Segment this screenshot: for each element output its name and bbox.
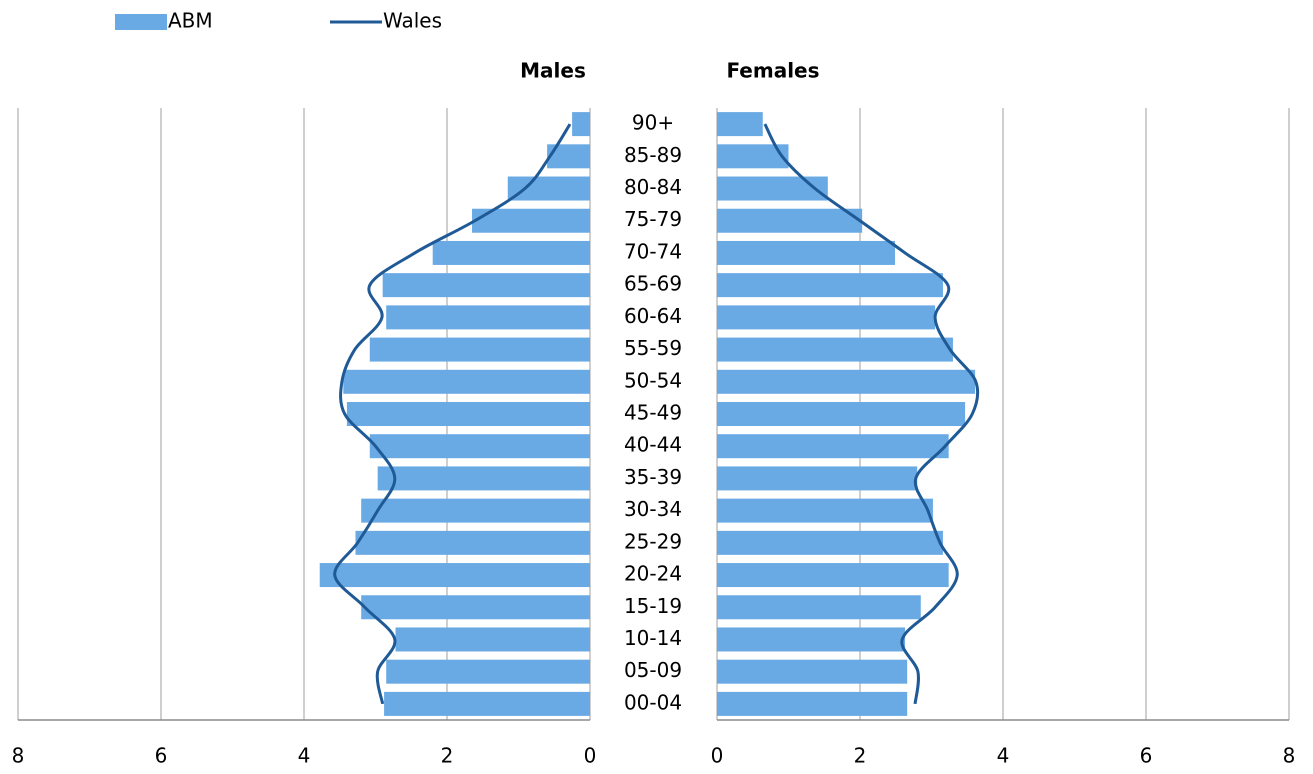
bar xyxy=(346,402,590,426)
x-tick-label: 8 xyxy=(12,744,25,768)
category-label: 50-54 xyxy=(624,368,682,392)
category-label: 20-24 xyxy=(624,562,682,586)
x-tick-label: 2 xyxy=(441,744,454,768)
legend-label: Wales xyxy=(383,9,442,33)
bar xyxy=(717,112,763,137)
panel-title: Males xyxy=(520,59,586,83)
line xyxy=(333,123,572,705)
category-label: 30-34 xyxy=(624,497,682,521)
category-label: 85-89 xyxy=(624,143,682,167)
bar xyxy=(717,305,936,330)
x-tick-label: 4 xyxy=(997,744,1010,768)
bar xyxy=(717,563,949,588)
x-tick-label: 4 xyxy=(298,744,311,768)
bar xyxy=(717,466,918,491)
bar xyxy=(717,208,863,233)
bar xyxy=(717,273,943,298)
legend-label: ABM xyxy=(168,9,213,33)
bar xyxy=(361,498,590,523)
legend-swatch xyxy=(115,14,167,30)
bar xyxy=(547,144,590,169)
bar xyxy=(717,240,896,265)
bar xyxy=(717,337,953,362)
bar xyxy=(382,273,590,298)
category-label: 35-39 xyxy=(624,465,682,489)
category-label: 55-59 xyxy=(624,336,682,360)
x-tick-label: 6 xyxy=(1140,744,1153,768)
bar xyxy=(369,337,590,362)
category-label: 45-49 xyxy=(624,401,682,425)
category-label: 05-09 xyxy=(624,658,682,682)
bar xyxy=(361,595,590,620)
bar xyxy=(355,530,590,555)
bar xyxy=(717,498,933,523)
x-tick-label: 0 xyxy=(584,744,597,768)
category-label: 40-44 xyxy=(624,433,682,457)
x-tick-label: 8 xyxy=(1283,744,1296,768)
category-label: 15-19 xyxy=(624,594,682,618)
bar xyxy=(472,208,590,233)
category-label: 70-74 xyxy=(624,239,682,263)
bar xyxy=(507,176,590,201)
bar xyxy=(386,305,590,330)
bar xyxy=(717,530,943,555)
bar xyxy=(386,659,590,684)
bar xyxy=(717,659,908,684)
x-tick-label: 0 xyxy=(711,744,724,768)
x-tick-label: 2 xyxy=(854,744,867,768)
bar xyxy=(717,595,921,620)
category-label: 00-04 xyxy=(624,690,682,714)
x-tick-label: 6 xyxy=(155,744,168,768)
bar xyxy=(717,691,908,716)
category-label: 90+ xyxy=(632,111,674,135)
category-label: 25-29 xyxy=(624,529,682,553)
category-label: 75-79 xyxy=(624,207,682,231)
bar xyxy=(395,627,590,652)
bar xyxy=(717,369,976,394)
bar xyxy=(377,466,590,491)
category-label: 10-14 xyxy=(624,626,682,650)
bar xyxy=(717,627,906,652)
bar xyxy=(384,691,590,716)
bar xyxy=(319,563,590,588)
category-label: 65-69 xyxy=(624,272,682,296)
bar xyxy=(343,369,590,394)
line xyxy=(763,123,980,705)
bar xyxy=(717,434,949,459)
panel-title: Females xyxy=(726,59,819,83)
category-label: 80-84 xyxy=(624,175,682,199)
bar xyxy=(572,112,590,137)
bar xyxy=(717,176,828,201)
bar xyxy=(369,434,590,459)
bar xyxy=(432,240,590,265)
category-label: 60-64 xyxy=(624,304,682,328)
bar xyxy=(717,402,966,426)
